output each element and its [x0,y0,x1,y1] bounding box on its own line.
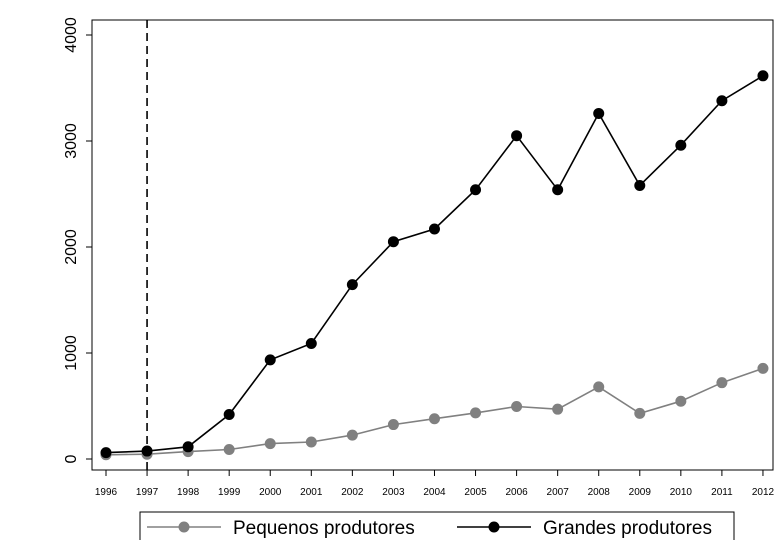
x-tick-label-1997: 1997 [136,487,159,498]
x-tick-label-2005: 2005 [464,487,487,498]
point-grandes-produtores-1997 [141,445,153,457]
point-pequenos-produtores-2007 [552,403,564,415]
point-grandes-produtores-2007 [552,184,564,196]
x-tick-label-2008: 2008 [588,487,611,498]
legend-label-pequenos-produtores: Pequenos produtores [233,518,415,539]
point-pequenos-produtores-2000 [264,438,276,450]
point-pequenos-produtores-2010 [675,395,687,407]
plot-border [91,19,774,471]
point-grandes-produtores-2006 [511,130,523,142]
point-grandes-produtores-2010 [675,139,687,151]
point-pequenos-produtores-2003 [387,419,399,431]
y-axis: 0 1000 2000 3000 4000 [63,17,92,463]
x-tick-label-2012: 2012 [752,487,775,498]
point-pequenos-produtores-2011 [716,377,728,389]
point-grandes-produtores-1998 [182,441,194,453]
x-tick-label-2004: 2004 [423,487,446,498]
series-line-pequenos-produtores [105,367,764,456]
x-tick-label-2007: 2007 [547,487,570,498]
x-tick-label-2002: 2002 [341,487,364,498]
x-tick-label-1998: 1998 [177,487,200,498]
point-grandes-produtores-1999 [223,408,235,420]
x-axis: 1996 1997 1998 1999 2000 2001 2002 2003 2004 2005… [95,470,775,498]
point-grandes-produtores-2001 [305,337,317,349]
point-grandes-produtores-2004 [428,223,440,235]
series-layer [100,70,769,461]
point-grandes-produtores-2002 [346,279,358,291]
plot-frame [91,19,774,471]
point-pequenos-produtores-2002 [346,429,358,441]
point-grandes-produtores-2003 [387,236,399,248]
x-tick-label-2003: 2003 [382,487,405,498]
legend-label-grandes-produtores: Grandes produtores [543,518,712,539]
x-tick-label-2001: 2001 [300,487,323,498]
point-pequenos-produtores-2008 [593,381,605,393]
y-tick-label-3000: 3000 [63,123,80,159]
point-grandes-produtores-2000 [264,354,276,366]
point-grandes-produtores-1996 [100,447,112,459]
series-line-grandes-produtores [105,75,764,454]
y-tick-label-0: 0 [63,454,80,463]
point-grandes-produtores-2011 [716,95,728,107]
y-tick-label-4000: 4000 [63,17,80,53]
point-pequenos-produtores-2005 [470,407,482,419]
point-pequenos-produtores-2004 [428,413,440,425]
point-grandes-produtores-2009 [634,180,646,192]
legend-marker-pequenos-produtores [178,521,190,533]
point-pequenos-produtores-2012 [757,362,769,374]
x-tick-label-1996: 1996 [95,487,118,498]
x-tick-label-2009: 2009 [629,487,652,498]
point-pequenos-produtores-2006 [511,401,523,413]
y-tick-label-1000: 1000 [63,335,80,371]
x-tick-label-1999: 1999 [218,487,241,498]
point-pequenos-produtores-2001 [305,436,317,448]
point-grandes-produtores-2012 [757,70,769,82]
x-tick-label-2010: 2010 [670,487,693,498]
y-tick-label-2000: 2000 [63,229,80,265]
x-tick-label-2000: 2000 [259,487,282,498]
legend-marker-grandes-produtores [488,521,500,533]
legend: Pequenos produtores Grandes produtores [139,511,735,540]
legend-box [139,511,735,540]
point-grandes-produtores-2008 [593,107,605,119]
point-pequenos-produtores-2009 [634,407,646,419]
point-pequenos-produtores-1999 [223,443,235,455]
x-tick-label-2006: 2006 [505,487,528,498]
x-tick-label-2011: 2011 [711,487,733,498]
point-grandes-produtores-2005 [470,184,482,196]
